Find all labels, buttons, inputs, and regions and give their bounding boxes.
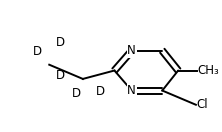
Text: D: D [33, 45, 42, 58]
Text: N: N [127, 44, 136, 57]
Text: CH₃: CH₃ [198, 64, 220, 77]
Text: D: D [72, 87, 81, 100]
Text: Cl: Cl [197, 98, 208, 111]
Text: D: D [56, 36, 65, 49]
Text: N: N [127, 84, 136, 97]
Text: D: D [96, 85, 105, 98]
Text: D: D [56, 69, 65, 81]
